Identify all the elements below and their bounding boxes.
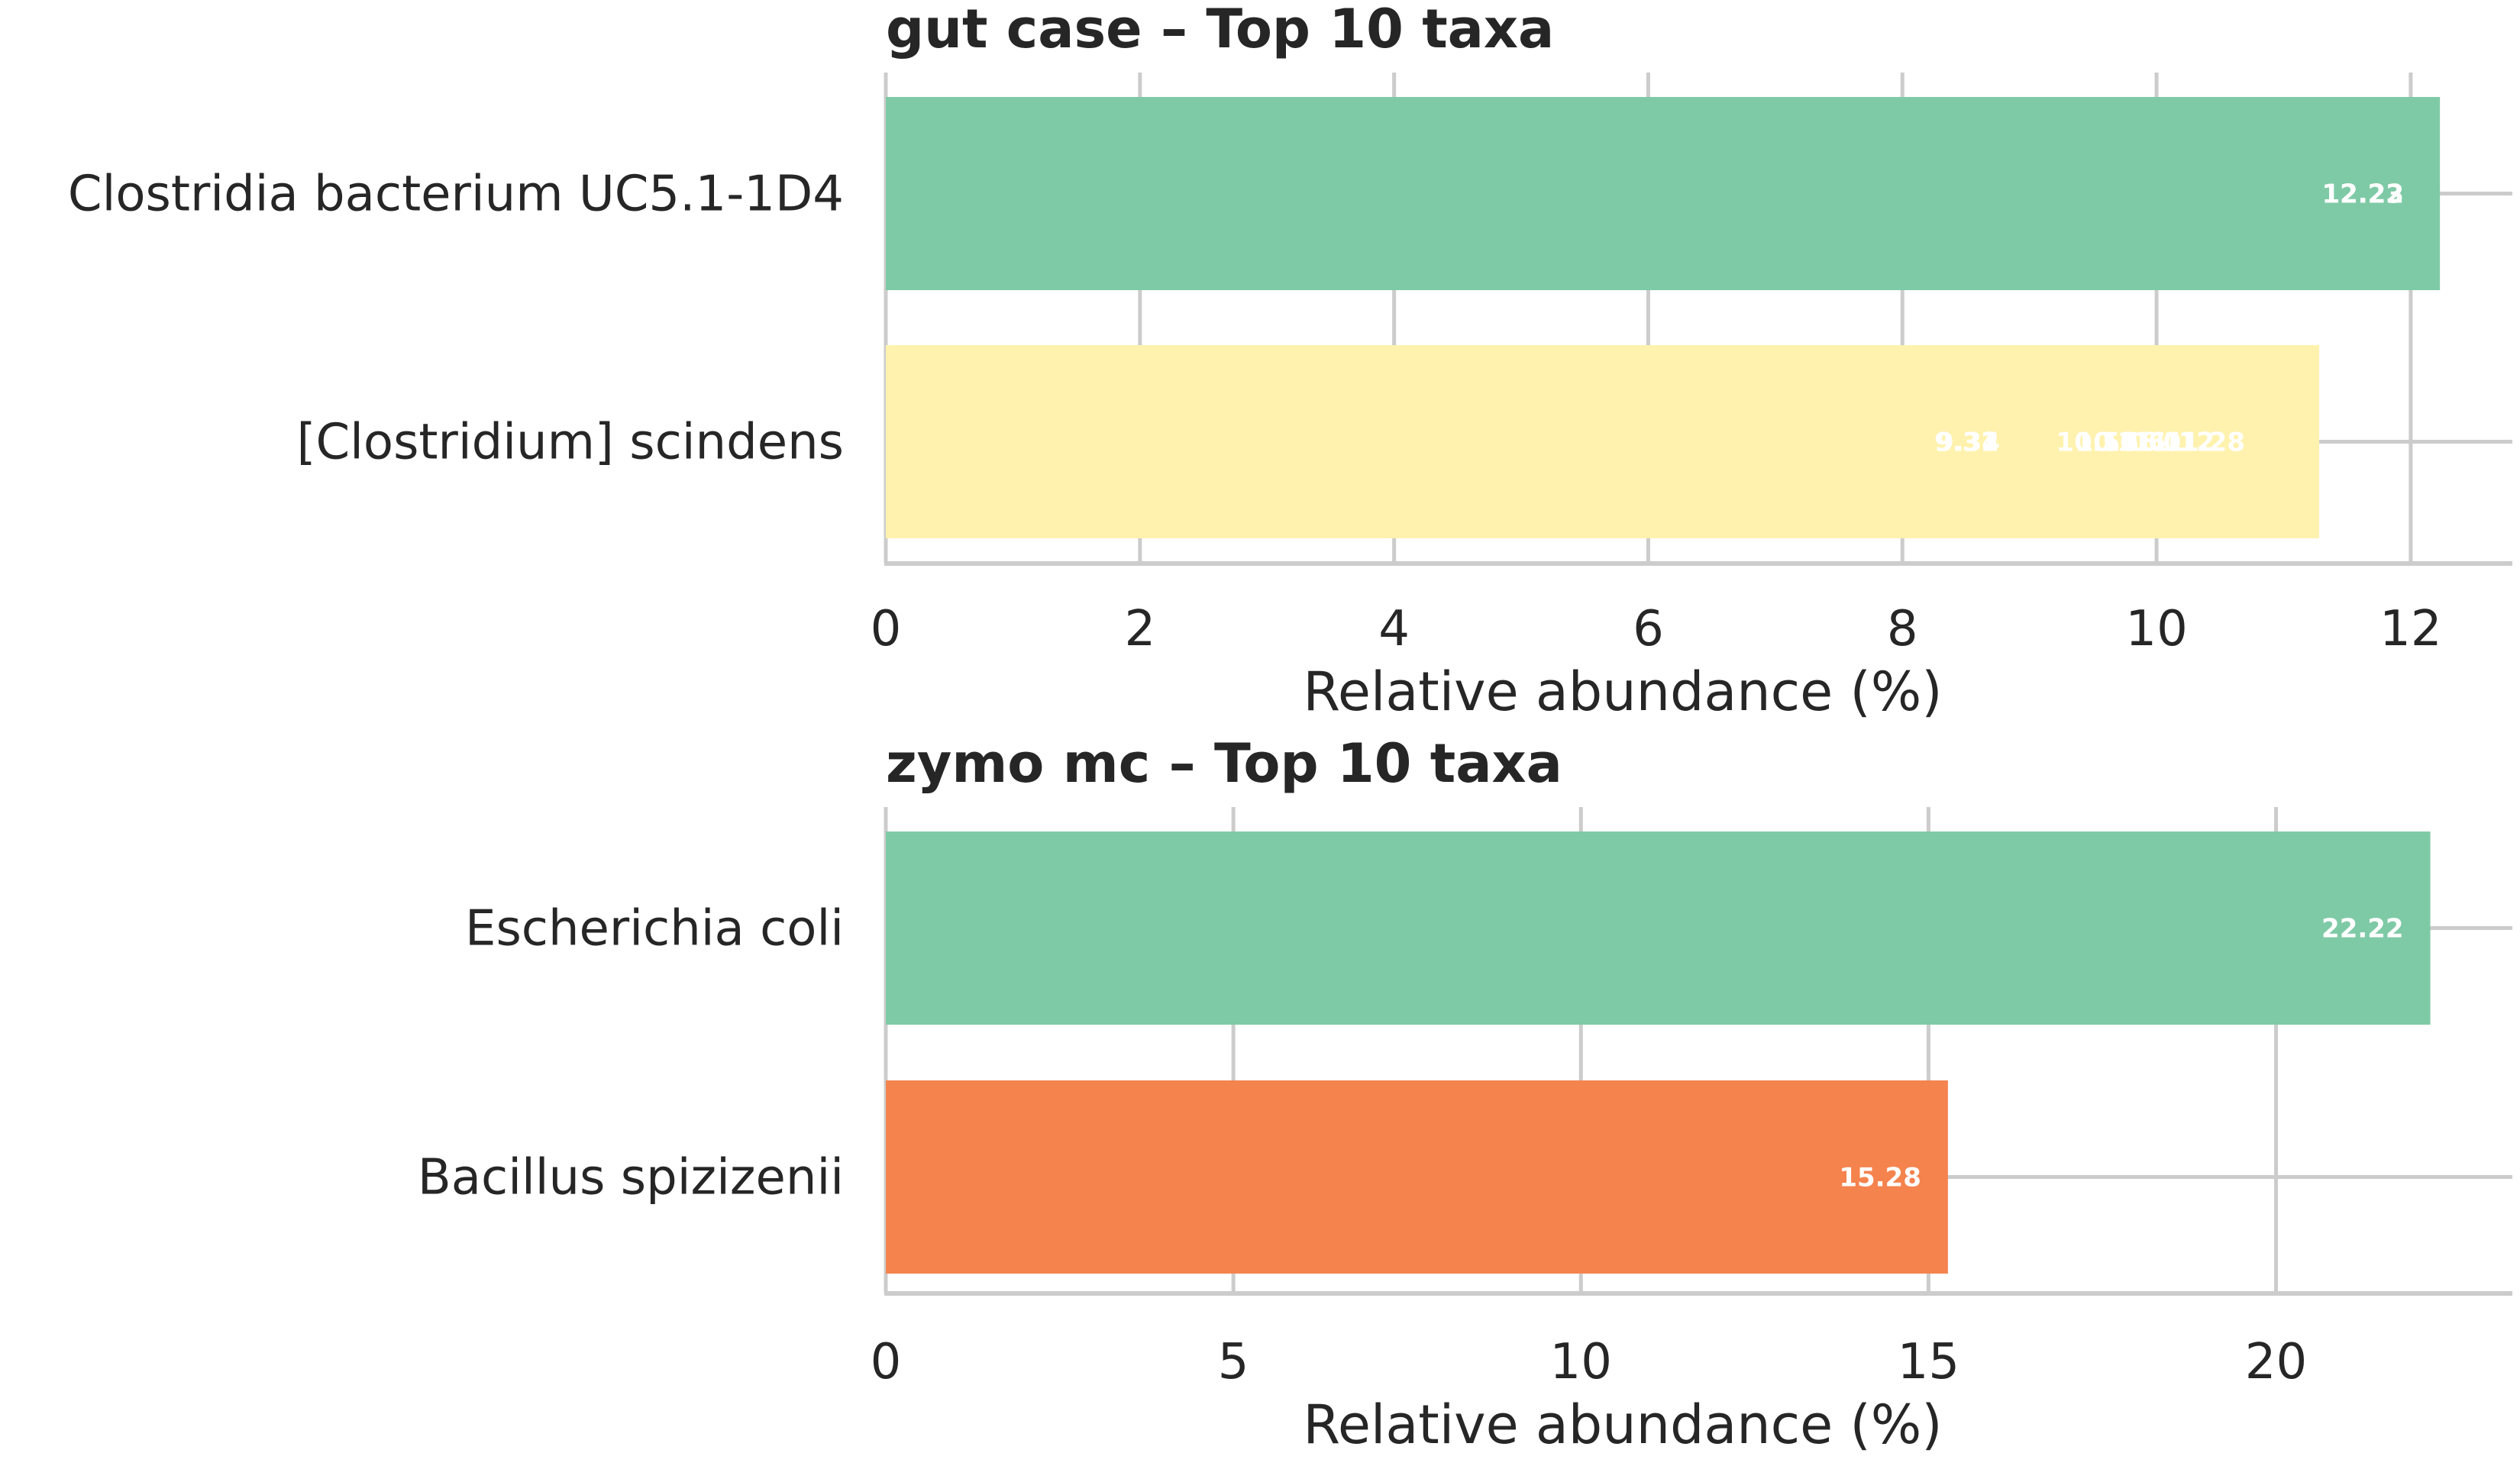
category-label-2: Bacillus spizizenii [418,1150,844,1206]
data-label-1-1: 22.22 [2321,914,2404,945]
data-label-2-3: 9.34 [1936,428,2000,458]
chart-panel-1: 0 2 4 6 8 10 12 Clostridia bacterium UC5.1-1D4 [… [68,0,2512,723]
x-tick-label-1: 2 [1124,601,1155,657]
x-tick-label-4: 8 [1887,601,1918,657]
data-label-2-1: 15.28 [1839,1163,1921,1193]
bar-1 [886,97,2441,290]
data-label-2-2: 9.32 [1935,428,1999,458]
data-label-2-5: 10.56 [2075,428,2157,458]
chart-title: gut case – Top 10 taxa [886,0,1554,60]
data-label-2-4: 10.51 [2056,428,2138,458]
x-tick-label-2: 10 [1550,1334,1612,1390]
data-label-2-1: 9.31 [1934,428,1998,458]
bar-2 [886,1080,1948,1274]
data-label-2-7: 11.01 [2117,428,2199,458]
x-tick-label-6: 12 [2379,601,2441,657]
data-label-2-6: 10.61 [2102,428,2184,458]
x-tick-label-0: 0 [871,1334,902,1390]
x-tick-label-2: 4 [1378,601,1410,657]
x-tick-label-3: 6 [1633,601,1664,657]
category-label-1: Escherichia coli [465,901,844,957]
category-label-1: Clostridia bacterium UC5.1-1D4 [68,166,844,223]
data-label-2-9: 11.28 [2163,428,2245,458]
category-label-2: [Clostridium] scindens [296,415,844,471]
x-tick-label-5: 10 [2125,601,2187,657]
data-label-2-8: 11.12 [2132,428,2215,458]
x-tick-label-4: 20 [2245,1334,2307,1390]
x-axis-label: Relative abundance (%) [1303,1393,1942,1456]
data-label-1-2: 12.22 [2321,179,2404,210]
bar-1 [886,831,2431,1025]
bar-2 [886,345,2320,538]
x-tick-label-3: 15 [1898,1334,1959,1390]
data-label-1-1: 12.23 [2321,179,2404,210]
x-tick-label-1: 5 [1218,1334,1249,1390]
x-tick-label-0: 0 [871,601,902,657]
chart-title: zymo mc – Top 10 taxa [886,732,1562,795]
chart-panel-2: 0 5 10 15 20 Escherichia coli Bacillus spizize… [418,732,2512,1456]
x-axis-label: Relative abundance (%) [1303,660,1942,723]
